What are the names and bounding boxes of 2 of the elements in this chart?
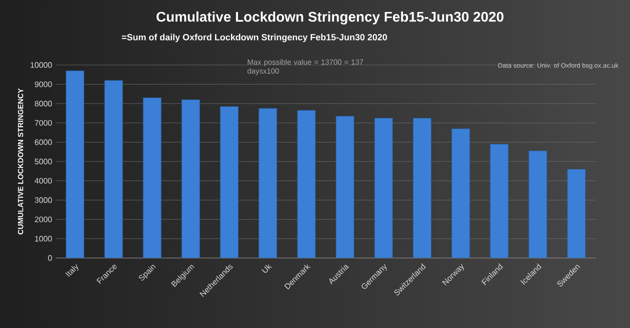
chart-subtitle: =Sum of daily Oxford Lockdown Stringency Feb15-Jun30 2020 [122, 34, 387, 42]
chart-title: Cumulative Lockdown Stringency Feb15-Jun30 2020 [156, 11, 504, 25]
